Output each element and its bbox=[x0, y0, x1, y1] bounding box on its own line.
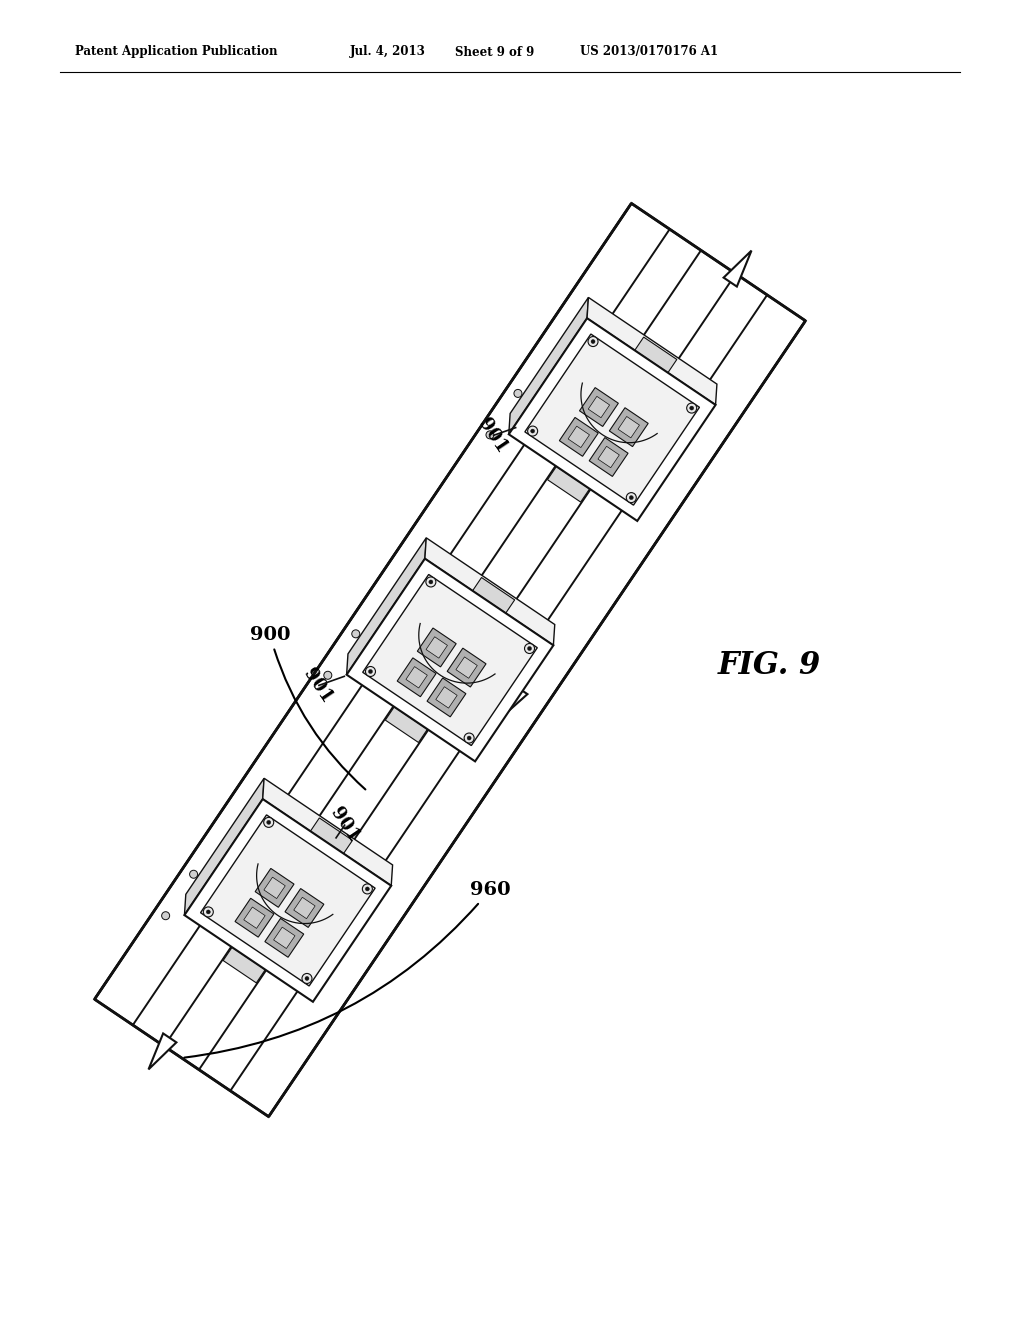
Polygon shape bbox=[263, 779, 392, 886]
Text: 901: 901 bbox=[300, 665, 336, 706]
Polygon shape bbox=[294, 898, 315, 919]
Polygon shape bbox=[418, 628, 456, 667]
Text: 901: 901 bbox=[475, 414, 511, 457]
Polygon shape bbox=[201, 814, 375, 986]
Text: US 2013/0170176 A1: US 2013/0170176 A1 bbox=[580, 45, 718, 58]
Polygon shape bbox=[559, 417, 598, 457]
Circle shape bbox=[627, 492, 636, 503]
Polygon shape bbox=[485, 678, 527, 731]
Circle shape bbox=[690, 407, 693, 411]
Polygon shape bbox=[456, 657, 477, 678]
Polygon shape bbox=[223, 948, 265, 983]
Circle shape bbox=[524, 644, 535, 653]
Polygon shape bbox=[587, 297, 717, 405]
Text: FIG. 9: FIG. 9 bbox=[718, 649, 821, 681]
Polygon shape bbox=[346, 537, 426, 675]
Circle shape bbox=[206, 909, 210, 913]
Polygon shape bbox=[618, 417, 639, 438]
Polygon shape bbox=[525, 334, 699, 506]
Circle shape bbox=[162, 912, 170, 920]
Polygon shape bbox=[546, 331, 588, 384]
Circle shape bbox=[266, 821, 270, 825]
Polygon shape bbox=[598, 446, 620, 467]
Circle shape bbox=[591, 339, 595, 343]
Polygon shape bbox=[184, 779, 264, 915]
Polygon shape bbox=[397, 657, 436, 697]
Polygon shape bbox=[406, 667, 427, 688]
Text: 900: 900 bbox=[250, 626, 366, 789]
Polygon shape bbox=[635, 337, 677, 372]
Text: Jul. 4, 2013: Jul. 4, 2013 bbox=[350, 45, 426, 58]
Polygon shape bbox=[310, 818, 352, 854]
Circle shape bbox=[486, 430, 494, 438]
Polygon shape bbox=[427, 678, 466, 717]
Circle shape bbox=[630, 495, 633, 499]
Polygon shape bbox=[426, 636, 447, 659]
Circle shape bbox=[514, 389, 522, 397]
Circle shape bbox=[189, 870, 198, 878]
Polygon shape bbox=[385, 706, 427, 742]
Text: 960: 960 bbox=[184, 880, 510, 1057]
Circle shape bbox=[366, 887, 370, 891]
Circle shape bbox=[366, 667, 376, 676]
Polygon shape bbox=[447, 648, 486, 686]
Polygon shape bbox=[265, 919, 304, 957]
Polygon shape bbox=[588, 396, 609, 417]
Polygon shape bbox=[244, 907, 265, 928]
Circle shape bbox=[530, 429, 535, 433]
Circle shape bbox=[588, 337, 598, 347]
Circle shape bbox=[467, 737, 471, 741]
Circle shape bbox=[527, 647, 531, 651]
Polygon shape bbox=[509, 297, 589, 434]
Polygon shape bbox=[346, 558, 553, 762]
Polygon shape bbox=[589, 437, 628, 477]
Text: Sheet 9 of 9: Sheet 9 of 9 bbox=[455, 45, 535, 58]
Circle shape bbox=[362, 884, 373, 894]
Text: 901: 901 bbox=[327, 804, 364, 845]
Circle shape bbox=[429, 579, 433, 583]
Circle shape bbox=[369, 669, 373, 673]
Polygon shape bbox=[509, 318, 716, 521]
Polygon shape bbox=[94, 203, 806, 1117]
Circle shape bbox=[302, 973, 312, 983]
Polygon shape bbox=[273, 927, 295, 949]
Polygon shape bbox=[285, 888, 324, 928]
Polygon shape bbox=[548, 466, 590, 502]
Circle shape bbox=[527, 426, 538, 436]
Text: Patent Application Publication: Patent Application Publication bbox=[75, 45, 278, 58]
Polygon shape bbox=[472, 578, 515, 614]
Polygon shape bbox=[609, 408, 648, 446]
Polygon shape bbox=[184, 799, 391, 1002]
Circle shape bbox=[687, 403, 696, 413]
Circle shape bbox=[464, 733, 474, 743]
Circle shape bbox=[352, 630, 359, 638]
Polygon shape bbox=[580, 388, 618, 426]
Circle shape bbox=[204, 907, 213, 917]
Circle shape bbox=[264, 817, 273, 828]
Circle shape bbox=[324, 672, 332, 680]
Polygon shape bbox=[362, 574, 538, 746]
Polygon shape bbox=[436, 686, 457, 708]
Polygon shape bbox=[255, 869, 294, 907]
Polygon shape bbox=[724, 251, 752, 286]
Polygon shape bbox=[568, 426, 590, 447]
Polygon shape bbox=[425, 537, 555, 645]
Circle shape bbox=[305, 977, 309, 981]
Polygon shape bbox=[264, 878, 286, 899]
Circle shape bbox=[426, 577, 436, 587]
Polygon shape bbox=[236, 899, 273, 937]
Polygon shape bbox=[148, 1034, 176, 1069]
